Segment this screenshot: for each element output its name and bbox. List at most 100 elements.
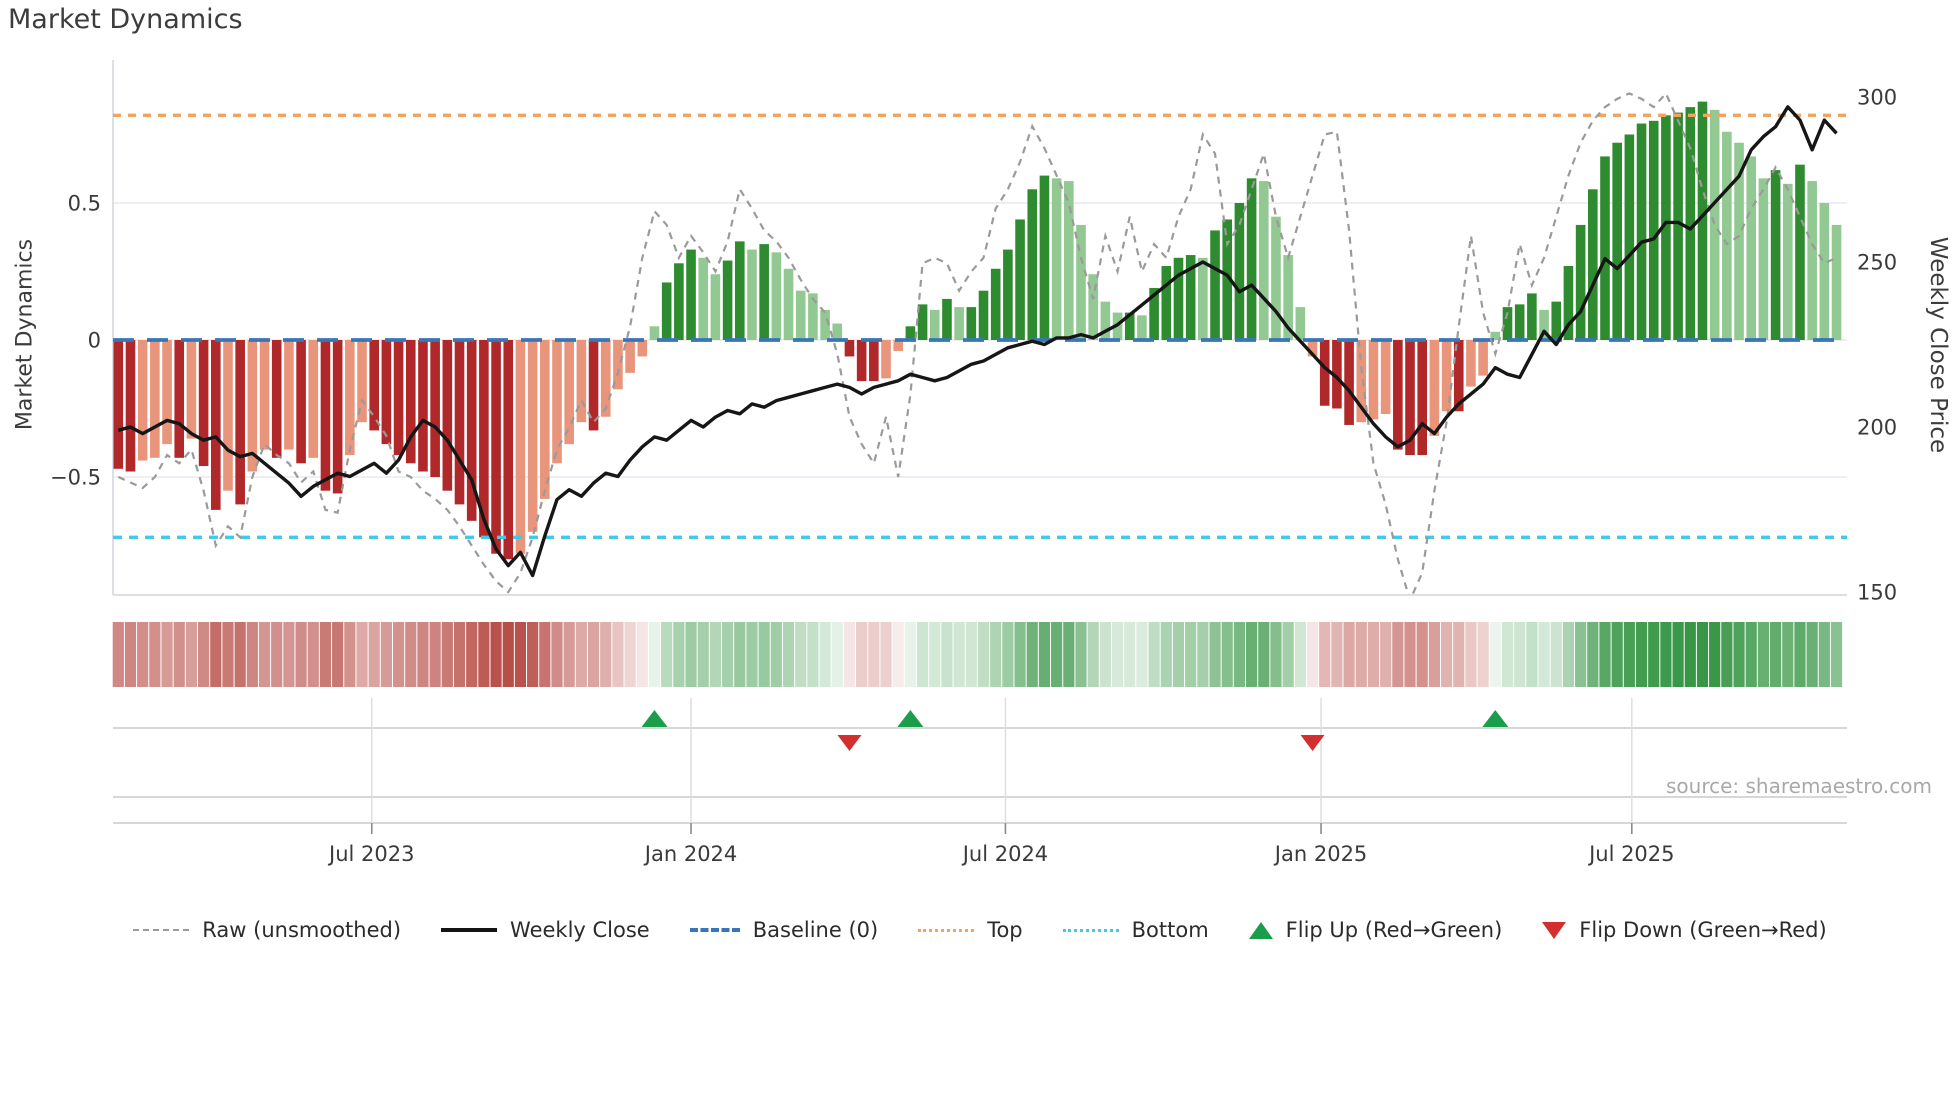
heatmap-cell xyxy=(1209,622,1221,687)
flip-down-marker xyxy=(1300,735,1325,751)
bar xyxy=(137,340,148,461)
bar xyxy=(210,340,221,510)
bar xyxy=(113,340,124,469)
heatmap-cell xyxy=(1672,622,1684,687)
bar xyxy=(198,340,209,467)
heatmap-cell xyxy=(258,622,271,687)
left-tick-label: 0.5 xyxy=(68,191,101,215)
bar xyxy=(966,307,977,340)
bottom-legend-swatch xyxy=(1062,928,1119,932)
bar xyxy=(1453,340,1464,412)
heatmap-cell xyxy=(990,622,1002,687)
oscillator-bars xyxy=(113,101,1842,560)
heatmap-cell xyxy=(551,622,563,687)
bar xyxy=(1661,115,1671,340)
heatmap-cell xyxy=(368,622,380,687)
bar xyxy=(162,340,172,445)
heatmap-cell xyxy=(1721,622,1733,687)
heatmap-cell xyxy=(344,622,356,687)
bar xyxy=(1222,219,1233,340)
heatmap-cell xyxy=(1477,622,1489,687)
bar xyxy=(1137,315,1147,340)
bar xyxy=(625,340,635,373)
tri-down-legend-swatch xyxy=(1542,921,1567,939)
legend-item-close: Weekly Close xyxy=(441,918,650,942)
heatmap-cell xyxy=(112,622,124,687)
bar xyxy=(259,340,270,450)
legend-label: Weekly Close xyxy=(510,918,650,942)
bar xyxy=(661,282,672,340)
heatmap-cell xyxy=(1733,622,1745,687)
bar xyxy=(1295,307,1306,340)
heatmap-cell xyxy=(1160,622,1172,687)
heatmap-cell xyxy=(1696,622,1709,687)
heatmap-cell xyxy=(1440,622,1453,687)
heatmap-cell xyxy=(1185,622,1197,687)
bar xyxy=(418,340,428,472)
heatmap-cell xyxy=(648,622,661,687)
bar xyxy=(1502,307,1513,340)
bar xyxy=(600,340,611,417)
heatmap-cell xyxy=(795,622,807,687)
heatmap-cell xyxy=(1635,622,1648,687)
raw-legend-swatch xyxy=(133,929,190,931)
bar xyxy=(917,304,928,340)
legend-item-top: Top xyxy=(918,918,1023,942)
bar xyxy=(393,340,404,456)
bar xyxy=(1527,293,1537,340)
heatmap-cell xyxy=(965,622,977,687)
heatmap-cell xyxy=(1416,622,1428,687)
bar xyxy=(552,340,562,464)
heatmap-cell xyxy=(1611,622,1623,687)
bar xyxy=(540,340,550,499)
baseline-legend-swatch xyxy=(689,928,740,932)
heatmap-cell xyxy=(831,622,843,687)
heatmap-cell xyxy=(1465,622,1477,687)
heatmap-cell xyxy=(661,622,673,687)
legend-item-raw: Raw (unsmoothed) xyxy=(133,918,401,942)
heatmap-cell xyxy=(746,622,758,687)
bar xyxy=(576,340,587,423)
page-title: Market Dynamics xyxy=(8,4,243,35)
bar xyxy=(1051,178,1062,340)
bar xyxy=(1015,219,1025,340)
bar xyxy=(905,326,916,340)
heatmap-cell xyxy=(222,622,234,687)
bar xyxy=(1697,101,1708,341)
heatmap-cell xyxy=(1380,622,1392,687)
heatmap-cell xyxy=(380,622,392,687)
heatmap-cell xyxy=(1026,622,1038,687)
bar xyxy=(1539,309,1549,340)
heatmap-cell xyxy=(1599,622,1611,687)
heatmap-cell xyxy=(1428,622,1440,687)
heatmap-cell xyxy=(539,622,551,687)
bar xyxy=(296,340,306,464)
heatmap-cell xyxy=(1063,622,1075,687)
bar xyxy=(722,260,733,340)
heatmap-cell xyxy=(563,622,575,687)
heatmap-cell xyxy=(843,622,856,687)
heatmap-cell xyxy=(1830,622,1843,687)
bar xyxy=(1770,170,1781,340)
heatmap-cell xyxy=(319,622,332,687)
bar xyxy=(613,340,623,390)
right-tick-label: 300 xyxy=(1857,85,1897,109)
bar xyxy=(284,340,294,450)
heatmap-cell xyxy=(1501,622,1514,687)
heatmap-cell xyxy=(198,622,210,687)
bar xyxy=(1246,178,1257,340)
bar xyxy=(564,340,574,445)
bar xyxy=(1758,178,1769,340)
heatmap-cell xyxy=(1538,622,1550,687)
right-tick-label: 250 xyxy=(1857,250,1897,274)
bar xyxy=(454,340,465,505)
bar xyxy=(844,340,855,357)
bar xyxy=(1064,181,1074,340)
bar xyxy=(1332,340,1342,409)
bar xyxy=(1344,340,1354,425)
heatmap-cell xyxy=(490,622,502,687)
heatmap-cell xyxy=(1404,622,1416,687)
heatmap-cell xyxy=(1392,622,1404,687)
